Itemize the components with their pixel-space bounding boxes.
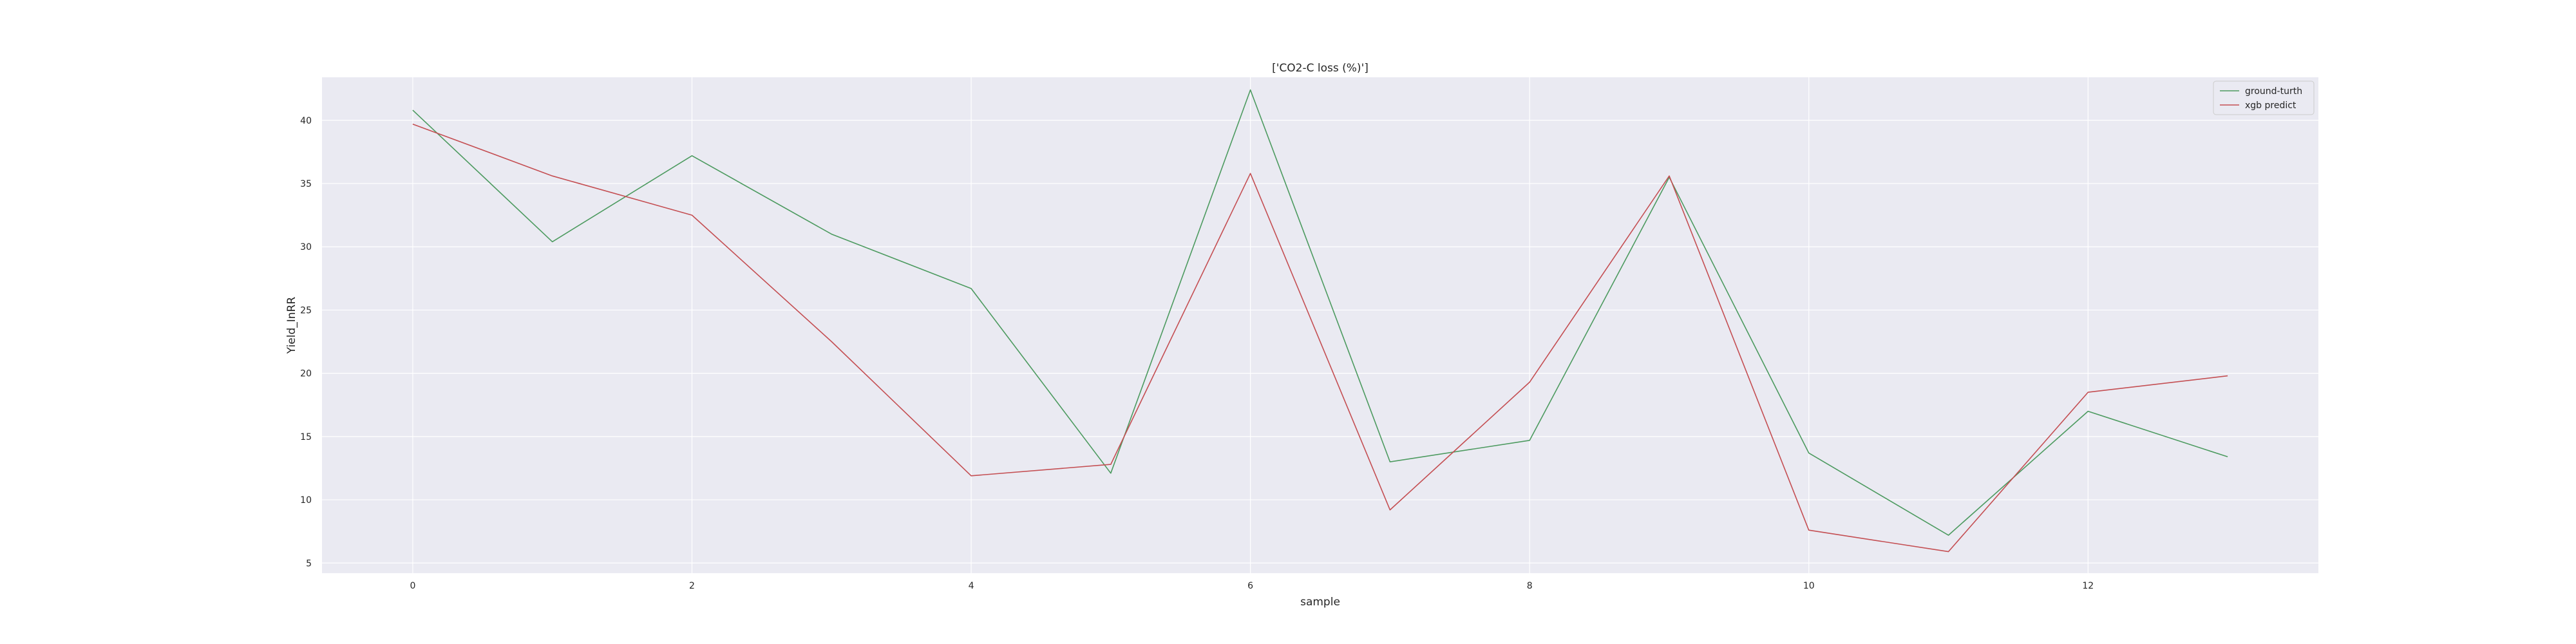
legend-label-xgb-predict: xgb predict [2245, 100, 2297, 111]
y-tick-label: 35 [300, 179, 312, 189]
series-line-ground-turth [412, 89, 2228, 536]
x-tick-label: 8 [1527, 581, 1533, 591]
x-tick-label: 2 [689, 581, 695, 591]
series-line-xgb-predict [412, 123, 2228, 553]
plot-background [322, 77, 2318, 573]
grid [322, 77, 2318, 573]
y-tick-label: 15 [300, 432, 312, 442]
chart-title: ['CO2-C loss (%)'] [1272, 62, 1368, 75]
y-tick-label: 10 [300, 495, 312, 506]
y-axis-label: Yield_InRR [285, 297, 298, 355]
x-tick-labels: 0 2 4 6 8 10 12 [410, 581, 2094, 591]
x-tick-label: 4 [969, 581, 974, 591]
y-tick-label: 20 [300, 369, 312, 379]
y-tick-labels: 5 10 15 20 25 30 35 40 [300, 116, 312, 569]
x-tick-label: 0 [410, 581, 415, 591]
y-tick-label: 40 [300, 116, 312, 126]
x-tick-label: 6 [1247, 581, 1253, 591]
y-tick-label: 25 [300, 305, 312, 316]
legend: ground-turth xgb predict [2213, 80, 2315, 115]
series-lines [412, 89, 2228, 553]
y-tick-label: 30 [300, 242, 312, 252]
x-tick-label: 10 [1803, 581, 1815, 591]
legend-label-ground-turth: ground-turth [2245, 86, 2302, 97]
legend-box [2213, 80, 2315, 115]
x-tick-label: 12 [2082, 581, 2094, 591]
y-tick-label: 5 [306, 558, 312, 569]
x-axis-label: sample [1300, 596, 1340, 609]
